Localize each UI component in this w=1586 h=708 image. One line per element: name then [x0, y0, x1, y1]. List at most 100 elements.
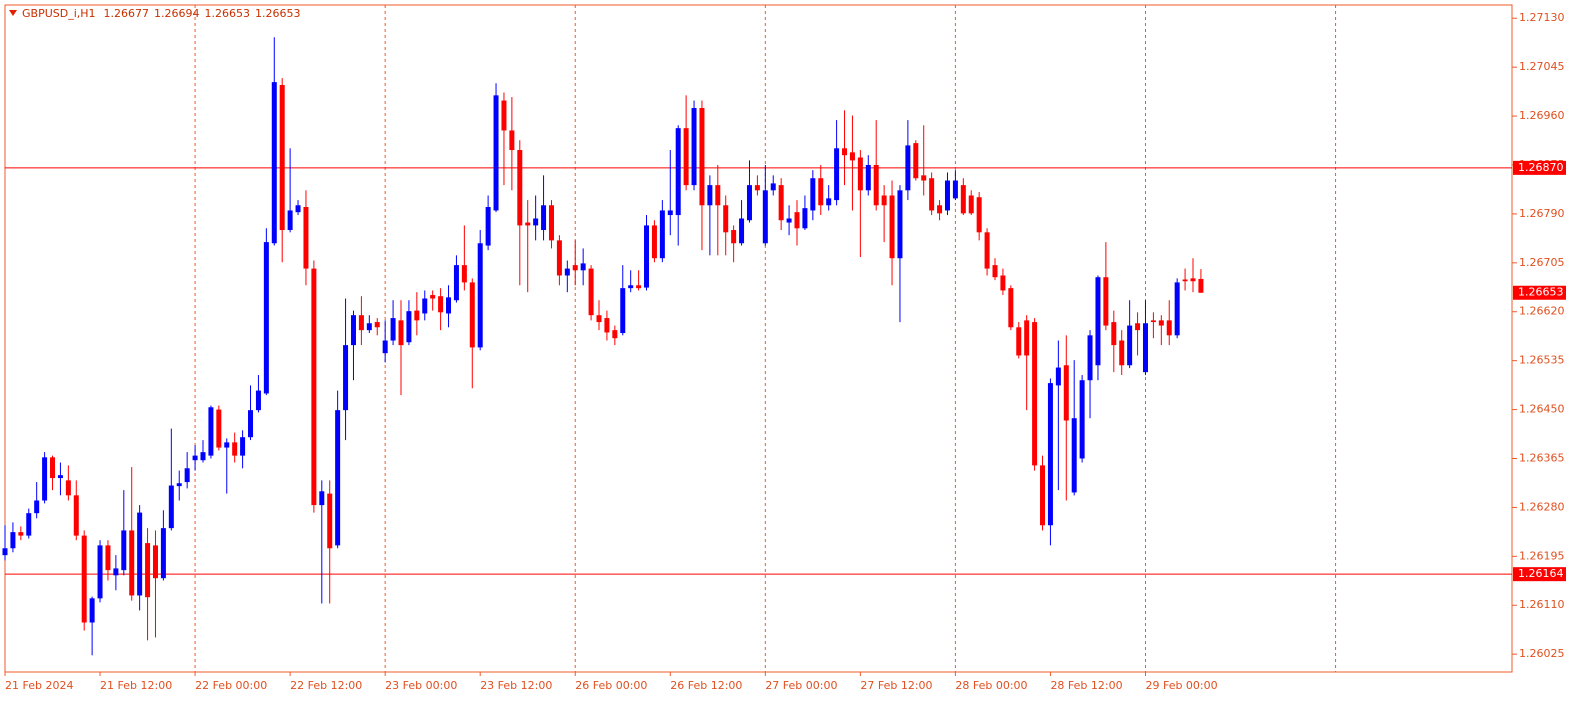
- candle-body: [929, 178, 935, 211]
- candle-body: [42, 457, 48, 501]
- candle-body: [1127, 325, 1133, 366]
- candle-body: [1008, 288, 1014, 328]
- candle-body: [311, 268, 317, 506]
- candle-body: [1087, 335, 1093, 381]
- candle-body: [34, 500, 40, 514]
- candle-body: [707, 185, 713, 206]
- x-tick-label: 22 Feb 12:00: [290, 679, 362, 692]
- y-tick-label: 1.26195: [1519, 549, 1565, 562]
- title-close: 1.26653: [255, 7, 301, 20]
- level-label: 1.26164: [1518, 567, 1564, 580]
- candle-body: [1166, 320, 1172, 336]
- candle-body: [105, 545, 111, 571]
- x-tick-label: 26 Feb 00:00: [575, 679, 647, 692]
- y-tick-label: 1.26620: [1519, 305, 1565, 318]
- candle-body: [485, 206, 491, 246]
- candle-body: [255, 390, 261, 411]
- level-tag: [1513, 567, 1566, 582]
- candle-body: [89, 598, 95, 623]
- candle-body: [517, 150, 523, 226]
- x-tick-label: 21 Feb 12:00: [100, 679, 172, 692]
- candle-body: [366, 323, 372, 331]
- candle-body: [493, 95, 499, 211]
- candle-body: [739, 218, 745, 244]
- candle-body: [168, 485, 174, 529]
- candle-body: [921, 175, 927, 181]
- x-tick-label: 21 Feb 2024: [5, 679, 73, 692]
- candle-body: [960, 185, 966, 214]
- candle-body: [992, 265, 998, 278]
- candle-body: [422, 298, 428, 314]
- candle-body: [271, 82, 277, 244]
- candle-body: [1095, 277, 1101, 366]
- candle-body: [18, 532, 24, 536]
- x-tick-label: 23 Feb 12:00: [480, 679, 552, 692]
- candle-body: [1024, 320, 1030, 356]
- axes: 1.271301.270451.269601.268751.267901.267…: [4, 11, 1566, 692]
- candle-body: [192, 455, 198, 461]
- candle-body: [873, 164, 879, 206]
- candle-body: [1079, 380, 1085, 459]
- y-tick-label: 1.26280: [1519, 500, 1565, 513]
- candle-body: [659, 210, 665, 259]
- candle-body: [818, 178, 824, 206]
- title-low: 1.26653: [205, 7, 251, 20]
- chart-title: GBPUSD_i,H1 1.26677 1.26694 1.26653 1.26653: [22, 7, 301, 20]
- candle-body: [754, 185, 760, 191]
- candle-body: [770, 183, 776, 191]
- x-tick-label: 27 Feb 12:00: [860, 679, 932, 692]
- candle-body: [976, 197, 982, 233]
- candle-body: [184, 468, 190, 483]
- candle-body: [287, 210, 293, 231]
- candle-body: [842, 148, 848, 156]
- candle-body: [541, 205, 547, 231]
- candle-body: [279, 84, 285, 231]
- candle-body: [57, 475, 63, 479]
- price-tag: [1513, 285, 1566, 300]
- candle-body: [216, 409, 222, 448]
- candle-body: [469, 282, 475, 348]
- candle-body: [327, 493, 333, 549]
- candle-body: [1040, 465, 1046, 526]
- candle-body: [81, 535, 87, 623]
- candle-body: [1135, 323, 1141, 331]
- candle-body: [358, 315, 364, 331]
- candle-body: [1047, 383, 1053, 526]
- candle-body: [461, 265, 467, 283]
- candle-body: [533, 218, 539, 226]
- candle-body: [176, 483, 182, 487]
- plot-frame: [4, 4, 1513, 673]
- candle-body: [406, 311, 412, 343]
- candle-body: [1071, 418, 1077, 493]
- candle-body: [1032, 322, 1038, 466]
- level-label: 1.26870: [1518, 161, 1564, 174]
- y-tick-label: 1.26705: [1519, 256, 1565, 269]
- candle-body: [683, 128, 689, 186]
- symbol: GBPUSD_i,H1: [22, 7, 96, 20]
- candle-body: [612, 330, 618, 339]
- candle-body: [73, 495, 79, 536]
- candle-body: [1016, 327, 1022, 356]
- candle-body: [121, 530, 127, 571]
- candle-body: [160, 528, 166, 579]
- candle-body: [1142, 323, 1148, 373]
- candle-body: [10, 532, 16, 549]
- candle-body: [509, 130, 515, 151]
- candle-body: [905, 145, 911, 191]
- candle-body: [802, 208, 808, 229]
- y-tick-label: 1.26110: [1519, 598, 1565, 611]
- candle-body: [200, 452, 206, 461]
- candle-body: [398, 320, 404, 346]
- candle-body: [810, 178, 816, 211]
- candles: [2, 37, 1204, 656]
- candle-body: [129, 530, 135, 596]
- candle-body: [501, 100, 507, 131]
- candle-body: [572, 265, 578, 271]
- candle-body: [636, 285, 642, 289]
- candle-body: [1000, 275, 1006, 291]
- candle-body: [944, 180, 950, 211]
- candle-body: [897, 190, 903, 259]
- candle-body: [588, 268, 594, 316]
- candle-body: [50, 457, 56, 479]
- candle-body: [145, 543, 151, 598]
